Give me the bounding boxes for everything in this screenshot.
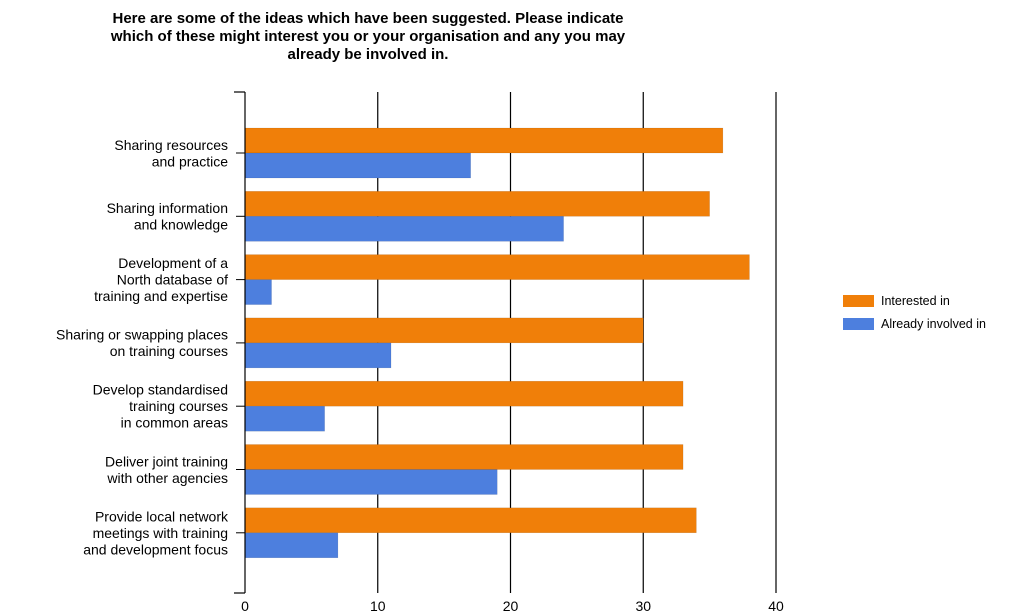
bar [244, 254, 750, 280]
bar [244, 405, 325, 432]
bar [244, 380, 684, 407]
x-tick-label: 30 [635, 598, 651, 614]
category-label: Development of a North database of trainin… [94, 255, 228, 304]
category-label-line: training and expertise [94, 288, 228, 304]
category-label-line: on training courses [110, 343, 228, 359]
legend: Interested in Already involved in [843, 294, 986, 331]
legend-swatch [843, 318, 874, 330]
category-label-line: Sharing information [107, 200, 228, 216]
legend-swatch [843, 295, 874, 307]
category-label: Deliver joint training with other agencie… [105, 453, 228, 486]
bar [244, 216, 564, 242]
x-tick-labels: 0 10 20 30 40 [241, 598, 784, 614]
category-label-line: and practice [152, 153, 228, 169]
category-label-line: Sharing resources [114, 137, 228, 153]
category-label-line: in common areas [121, 415, 228, 431]
category-labels: Sharing resources and practice Sharing inf… [56, 137, 229, 558]
chart-title-line-2: which of these might interest you or you… [110, 28, 626, 45]
legend-label: Already involved in [881, 317, 986, 331]
category-label: Provide local network meetings with train… [83, 508, 229, 557]
category-label-line: Development of a [118, 255, 228, 271]
category-label-line: North database of [117, 272, 228, 288]
category-label: Sharing or swapping places on training co… [56, 327, 228, 360]
category-label-line: Provide local network [95, 508, 229, 524]
chart-title-line-3: already be involved in. [287, 46, 449, 63]
x-tick-label: 20 [503, 598, 519, 614]
category-label-line: training courses [129, 398, 228, 414]
axes [234, 91, 246, 594]
bar [244, 317, 644, 344]
bar [244, 532, 339, 559]
bars [244, 127, 750, 559]
category-label: Sharing information and knowledge [107, 200, 229, 233]
bar [244, 191, 710, 217]
category-label-line: and development focus [83, 541, 228, 557]
bar [244, 152, 471, 179]
bar [244, 127, 724, 154]
category-label: Develop standardised training courses in c… [93, 382, 228, 431]
legend-label: Interested in [881, 294, 950, 308]
category-label: Sharing resources and practice [114, 137, 228, 170]
x-tick-label: 0 [241, 598, 249, 614]
category-label-line: Sharing or swapping places [56, 327, 228, 343]
x-tick-label: 40 [768, 598, 784, 614]
category-label-line: Deliver joint training [105, 453, 228, 469]
bar [244, 469, 498, 495]
x-tick-label: 10 [370, 598, 386, 614]
bar [244, 342, 392, 369]
category-label-line: Develop standardised [93, 382, 228, 398]
category-label-line: meetings with training [93, 525, 228, 541]
bar [244, 279, 272, 305]
bar [244, 507, 697, 534]
chart-title: Here are some of the ideas which have be… [0, 10, 736, 64]
chart-title-line-1: Here are some of the ideas which have be… [112, 10, 624, 27]
category-label-line: with other agencies [106, 470, 228, 486]
category-label-line: and knowledge [134, 217, 228, 233]
bar [244, 444, 684, 470]
